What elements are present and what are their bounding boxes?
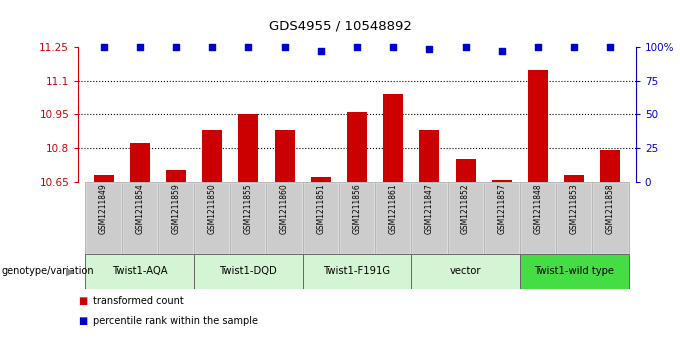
Bar	[592, 182, 628, 254]
Text: GSM1211853: GSM1211853	[570, 184, 579, 234]
Text: GSM1211850: GSM1211850	[207, 184, 217, 234]
Bar	[447, 182, 483, 254]
Bar	[384, 94, 403, 182]
Bar	[556, 182, 592, 254]
Point	[460, 44, 471, 50]
Bar	[267, 182, 303, 254]
Bar	[339, 182, 375, 254]
Point	[207, 44, 218, 50]
Bar	[303, 182, 339, 254]
Bar	[303, 254, 411, 289]
Bar	[311, 177, 330, 182]
Text: GSM1211855: GSM1211855	[244, 184, 253, 234]
Bar	[94, 175, 114, 182]
Bar	[520, 254, 628, 289]
Point	[352, 44, 362, 50]
Text: genotype/variation: genotype/variation	[1, 266, 94, 276]
Bar	[194, 182, 231, 254]
Bar	[411, 182, 447, 254]
Point	[316, 48, 326, 54]
Text: GSM1211854: GSM1211854	[135, 184, 144, 234]
Bar	[231, 182, 267, 254]
Point	[568, 44, 579, 50]
Bar	[528, 70, 548, 182]
Point	[279, 44, 290, 50]
Text: GSM1211852: GSM1211852	[461, 184, 470, 234]
Bar	[122, 182, 158, 254]
Bar	[411, 182, 447, 254]
Bar	[202, 130, 222, 182]
Bar	[456, 159, 475, 182]
Text: GSM1211859: GSM1211859	[171, 184, 180, 234]
Bar	[275, 130, 294, 182]
Point	[243, 44, 254, 50]
Bar	[592, 182, 628, 254]
Bar	[231, 182, 267, 254]
Text: GSM1211848: GSM1211848	[534, 184, 543, 234]
Text: GSM1211861: GSM1211861	[389, 184, 398, 234]
Point	[98, 44, 109, 50]
Bar	[166, 170, 186, 182]
Point	[496, 48, 507, 54]
Bar	[483, 182, 520, 254]
Bar	[158, 182, 194, 254]
Text: ■: ■	[78, 296, 88, 306]
Bar	[339, 182, 375, 254]
Bar	[347, 112, 367, 182]
Bar	[194, 182, 231, 254]
Bar	[267, 182, 303, 254]
Bar	[564, 175, 584, 182]
Point	[605, 44, 616, 50]
Text: GSM1211857: GSM1211857	[497, 184, 507, 234]
Text: ▶: ▶	[66, 266, 74, 276]
Text: GSM1211847: GSM1211847	[425, 184, 434, 234]
Point	[388, 44, 398, 50]
Text: transformed count: transformed count	[93, 296, 184, 306]
Text: GSM1211858: GSM1211858	[606, 184, 615, 234]
Text: Twist1-wild type: Twist1-wild type	[534, 266, 614, 276]
Bar	[303, 182, 339, 254]
Point	[135, 44, 146, 50]
Bar	[447, 182, 483, 254]
Text: Twist1-AQA: Twist1-AQA	[112, 266, 167, 276]
Bar	[420, 130, 439, 182]
Text: GDS4955 / 10548892: GDS4955 / 10548892	[269, 20, 411, 33]
Text: GSM1211856: GSM1211856	[352, 184, 362, 234]
Point	[424, 46, 435, 52]
Text: Twist1-F191G: Twist1-F191G	[324, 266, 390, 276]
Point	[171, 44, 182, 50]
Bar	[520, 182, 556, 254]
Bar	[375, 182, 411, 254]
Text: ■: ■	[78, 316, 88, 326]
Bar	[375, 182, 411, 254]
Bar	[556, 182, 592, 254]
Bar	[86, 182, 122, 254]
Text: GSM1211851: GSM1211851	[316, 184, 325, 234]
Text: Twist1-DQD: Twist1-DQD	[220, 266, 277, 276]
Bar	[411, 254, 520, 289]
Bar	[122, 182, 158, 254]
Bar	[130, 143, 150, 182]
Point	[532, 44, 543, 50]
Bar	[239, 114, 258, 182]
Bar	[492, 180, 512, 182]
Text: percentile rank within the sample: percentile rank within the sample	[93, 316, 258, 326]
Bar	[483, 182, 520, 254]
Bar	[86, 182, 122, 254]
Bar	[86, 254, 194, 289]
Bar	[600, 150, 620, 182]
Text: GSM1211860: GSM1211860	[280, 184, 289, 234]
Bar	[520, 182, 556, 254]
Text: GSM1211849: GSM1211849	[99, 184, 108, 234]
Bar	[158, 182, 194, 254]
Bar	[194, 254, 303, 289]
Text: vector: vector	[450, 266, 481, 276]
